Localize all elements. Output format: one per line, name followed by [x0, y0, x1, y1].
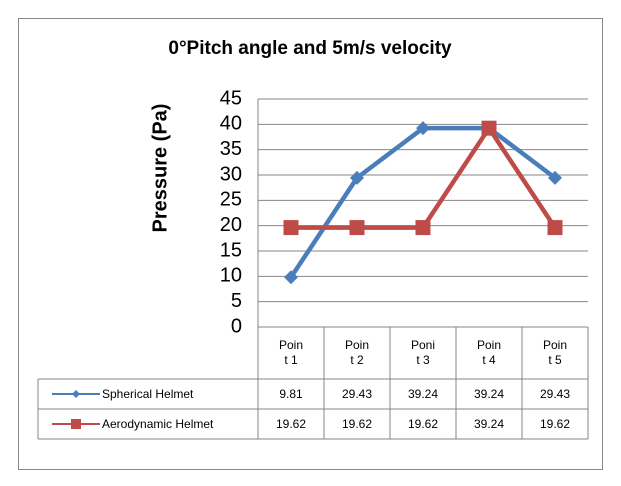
marker — [548, 170, 562, 185]
table-value-text: 19.62 — [341, 417, 373, 431]
y-tick-label: 35 — [220, 138, 242, 160]
table-value: 29.43 — [324, 379, 390, 409]
x-tick-label: Point 5 — [522, 327, 588, 379]
marker — [415, 220, 431, 236]
x-tick-label-text: Ponit 3 — [410, 338, 435, 367]
y-tick-label: 40 — [220, 113, 242, 135]
y-axis-label: Pressure (Pa) — [149, 104, 171, 233]
table-value: 19.62 — [258, 409, 324, 439]
table-value: 9.81 — [258, 379, 324, 409]
x-tick-label: Ponit 3 — [390, 327, 456, 379]
legend-label-text: Aerodynamic Helmet — [102, 417, 214, 431]
y-tick-label: 20 — [220, 214, 242, 236]
marker — [350, 170, 364, 185]
y-tick-label: 10 — [220, 265, 242, 287]
table-value-text: 19.62 — [407, 417, 439, 431]
legend-label: Aerodynamic Helmet — [102, 409, 254, 439]
table-value: 29.43 — [522, 379, 588, 409]
legend-label-text: Spherical Helmet — [102, 387, 194, 401]
x-tick-label-text: Point 4 — [476, 338, 501, 367]
legend-marker — [71, 419, 81, 429]
table-value: 39.24 — [390, 379, 456, 409]
table-value-text: 19.62 — [275, 417, 307, 431]
marker — [481, 120, 497, 136]
legend-marker — [72, 390, 80, 398]
table-value: 19.62 — [324, 409, 390, 439]
y-tick-label: 45 — [220, 87, 242, 109]
table-value-text: 39.24 — [473, 417, 505, 431]
table-value: 19.62 — [390, 409, 456, 439]
table-value-text: 19.62 — [539, 417, 571, 431]
x-tick-label-text: Point 2 — [344, 338, 369, 367]
y-tick-label: 15 — [220, 239, 242, 261]
x-tick-label-text: Point 1 — [278, 338, 303, 367]
x-tick-label-text: Point 5 — [542, 338, 567, 367]
table-value: 39.24 — [456, 379, 522, 409]
y-tick-label: 30 — [220, 163, 242, 185]
y-tick-label: 25 — [220, 189, 242, 211]
x-tick-label: Point 1 — [258, 327, 324, 379]
marker — [349, 220, 365, 236]
y-tick-label: 5 — [231, 290, 242, 312]
table-value: 19.62 — [522, 409, 588, 439]
table-value-text: 29.43 — [539, 387, 571, 401]
table-value-text: 39.24 — [407, 387, 439, 401]
table-value-text: 29.43 — [341, 387, 373, 401]
chart-title: 0°Pitch angle and 5m/s velocity — [168, 38, 452, 59]
marker — [284, 270, 298, 285]
table-value-text: 39.24 — [473, 387, 505, 401]
x-tick-label: Point 2 — [324, 327, 390, 379]
table-value-text: 9.81 — [279, 387, 303, 401]
legend-label: Spherical Helmet — [102, 379, 254, 409]
table-value: 39.24 — [456, 409, 522, 439]
marker — [283, 220, 299, 236]
y-tick-label: 0 — [231, 315, 242, 337]
x-tick-label: Point 4 — [456, 327, 522, 379]
marker — [547, 220, 563, 236]
marker — [416, 121, 430, 136]
